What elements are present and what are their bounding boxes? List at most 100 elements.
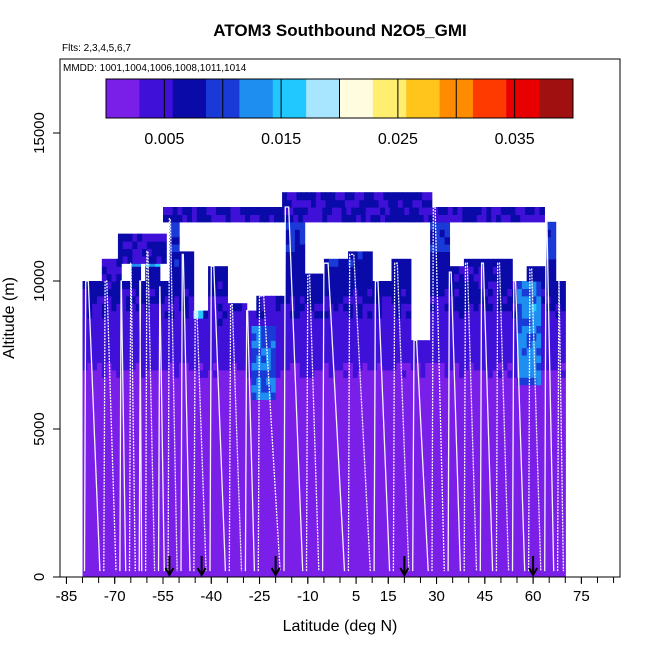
data-cell xyxy=(319,488,325,497)
data-cell xyxy=(299,458,306,467)
data-cell xyxy=(531,540,537,548)
data-cell xyxy=(261,429,267,437)
data-cell xyxy=(541,562,547,571)
data-cell xyxy=(246,436,253,445)
data-cell xyxy=(463,340,470,349)
data-cell xyxy=(338,473,344,482)
data-cell xyxy=(290,532,296,541)
data-cell xyxy=(560,347,566,356)
data-cell xyxy=(333,392,339,400)
data-cell xyxy=(367,318,373,326)
data-cell xyxy=(275,429,282,437)
data-cell xyxy=(92,525,98,534)
data-cell xyxy=(193,547,199,556)
data-cell xyxy=(449,406,455,415)
data-cell xyxy=(434,221,441,230)
data-cell xyxy=(454,318,460,326)
data-cell xyxy=(106,429,113,437)
data-cell xyxy=(169,480,175,489)
data-cell xyxy=(299,466,306,474)
data-cell xyxy=(241,384,248,393)
data-cell xyxy=(536,273,542,282)
data-cell xyxy=(488,480,494,489)
data-cell xyxy=(145,377,151,386)
data-cell xyxy=(545,540,552,548)
data-cell xyxy=(280,340,286,349)
data-cell xyxy=(401,325,407,334)
data-cell xyxy=(362,392,368,400)
data-cell xyxy=(328,510,335,519)
data-cell xyxy=(526,525,533,534)
data-cell xyxy=(222,325,228,334)
data-cell xyxy=(328,525,335,534)
data-cell xyxy=(285,318,291,326)
data-cell xyxy=(159,554,166,563)
data-cell xyxy=(251,377,257,386)
data-cell xyxy=(217,392,224,400)
data-cell xyxy=(227,466,233,474)
data-cell xyxy=(425,414,431,423)
data-cell xyxy=(454,547,460,556)
data-cell xyxy=(164,332,171,341)
data-cell xyxy=(111,406,117,415)
data-cell xyxy=(212,466,219,474)
data-cell xyxy=(232,443,238,452)
data-cell xyxy=(212,288,219,297)
data-cell xyxy=(352,355,359,363)
data-cell xyxy=(270,443,277,452)
data-cell xyxy=(294,347,301,356)
data-cell xyxy=(468,451,475,460)
data-cell xyxy=(125,451,132,460)
data-cell xyxy=(87,569,93,577)
data-cell xyxy=(531,303,537,312)
data-cell xyxy=(246,429,253,437)
data-cell xyxy=(386,451,393,460)
data-cell xyxy=(348,562,354,571)
data-cell xyxy=(116,362,122,371)
data-cell xyxy=(341,207,348,215)
data-cell xyxy=(135,377,142,386)
data-cell xyxy=(323,295,330,304)
data-cell xyxy=(362,569,368,577)
data-cell xyxy=(201,207,208,215)
data-cell xyxy=(430,244,436,252)
data-cell xyxy=(328,569,335,577)
data-cell xyxy=(193,473,199,482)
data-cell xyxy=(555,554,562,563)
data-cell xyxy=(159,377,166,386)
data-cell xyxy=(405,532,412,541)
data-cell xyxy=(169,503,175,511)
flight-track xyxy=(527,268,542,572)
data-cell xyxy=(545,414,552,423)
data-cell xyxy=(285,340,291,349)
data-cell xyxy=(97,473,103,482)
data-cell xyxy=(488,406,494,415)
data-cell xyxy=(343,318,349,326)
data-cell xyxy=(261,325,267,334)
data-cell xyxy=(169,310,175,319)
data-cell xyxy=(212,369,219,378)
data-cell xyxy=(125,369,132,378)
data-cell xyxy=(367,569,373,577)
data-cell xyxy=(386,362,393,371)
data-cell xyxy=(352,332,359,341)
data-cell xyxy=(217,540,224,548)
data-cell xyxy=(401,421,407,430)
data-cell xyxy=(359,199,365,208)
data-cell xyxy=(545,384,552,393)
data-cell xyxy=(394,214,401,223)
data-cell xyxy=(367,288,373,297)
data-cell xyxy=(92,458,98,467)
data-cell xyxy=(87,458,93,467)
data-cell xyxy=(154,414,161,423)
data-cell xyxy=(468,436,475,445)
data-cell xyxy=(275,414,282,423)
data-cell xyxy=(417,199,423,208)
data-cell xyxy=(294,517,301,526)
data-cell xyxy=(512,510,518,519)
data-cell xyxy=(261,347,267,356)
colorbar-swatch xyxy=(106,79,140,118)
data-cell xyxy=(97,310,103,319)
data-cell xyxy=(449,517,455,526)
data-cell xyxy=(492,473,499,482)
